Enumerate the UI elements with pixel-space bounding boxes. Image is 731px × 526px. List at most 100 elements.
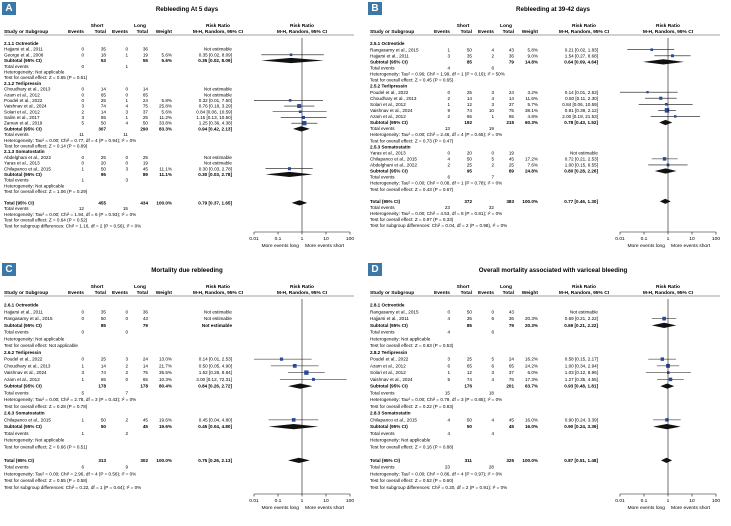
- weight-value: 16.0%: [525, 424, 538, 429]
- effect-square: [666, 371, 670, 374]
- events-exp: 0: [81, 92, 84, 97]
- weight-value: 11.2%: [159, 115, 172, 120]
- events-ctl: 0: [125, 155, 128, 160]
- header-ctl-group: Long: [134, 23, 146, 29]
- total-ctl: 25: [143, 115, 149, 120]
- row-label: Heterogeneity: Not applicable: [370, 438, 431, 443]
- effect-square: [279, 357, 284, 361]
- header-total: Total: [461, 29, 473, 35]
- total-exp: 18: [101, 52, 107, 57]
- total-ctl: 14: [509, 96, 515, 101]
- events-ctl: 4: [125, 121, 128, 126]
- total-ctl: 79: [143, 323, 149, 328]
- row-label: Azam et al., 2012: [370, 363, 406, 368]
- total-ctl: 45: [509, 424, 515, 429]
- events-ctl: 3: [491, 90, 494, 95]
- events-ctl: 3: [125, 178, 128, 183]
- events-ctl: 6: [491, 66, 494, 71]
- events-exp: 4: [447, 66, 450, 71]
- ci-value: Not estimable: [204, 316, 233, 321]
- total-ctl: 45: [143, 166, 149, 171]
- effect-square: [287, 167, 291, 171]
- row-label: Subtotal (95% CI): [4, 172, 42, 177]
- ci-value: 0.91 [0.39, 2.12]: [565, 108, 598, 113]
- axis-right-label: More events short: [305, 505, 345, 511]
- events-ctl: 0: [125, 161, 128, 166]
- x-tick-label: 0.01: [615, 236, 625, 242]
- total-exp: 25: [467, 90, 473, 95]
- events-ctl: 1: [125, 115, 128, 120]
- effect-square: [664, 102, 668, 106]
- row-label: Total events: [370, 126, 395, 131]
- effect-square: [662, 157, 667, 161]
- weight-value: 60.3%: [525, 120, 538, 125]
- row-label: Choudhary et al., 2013: [4, 363, 51, 368]
- total-ctl: 36: [509, 316, 515, 321]
- total-ctl: 50: [143, 121, 149, 126]
- ci-value: 0.69 [0.21, 2.22]: [565, 316, 598, 321]
- ci-value: Not estimable: [204, 47, 233, 52]
- total-ctl: 434: [140, 201, 148, 206]
- events-ctl: 3: [125, 166, 128, 171]
- axis-left-label: More events long: [627, 505, 665, 511]
- total-ctl: 24: [509, 90, 515, 95]
- row-label: Heterogeneity: Not applicable: [4, 183, 65, 188]
- total-exp: 14: [101, 109, 107, 114]
- total-ctl: 43: [143, 316, 149, 321]
- events-ctl: 0: [125, 309, 128, 314]
- total-ctl: 45: [143, 417, 149, 422]
- total-ctl: 36: [509, 53, 515, 58]
- events-exp: 1: [81, 363, 84, 368]
- total-ctl: 24: [143, 98, 149, 103]
- row-label: Test for subgroup differences: Chi² = 0.…: [370, 223, 507, 228]
- events-ctl: 2: [125, 370, 128, 375]
- row-label: 2.6.1 Octreotide: [4, 303, 39, 308]
- header-exp-group: Short: [457, 284, 470, 290]
- events-ctl: 6: [491, 363, 494, 368]
- events-exp: 0: [81, 309, 84, 314]
- ci-value: 0.69 [0.21, 2.22]: [564, 323, 598, 328]
- row-label: Test for overall effect: Z = 0.97 (P = 0…: [370, 217, 454, 222]
- row-label: Choudhary et al., 2013: [4, 87, 51, 92]
- weight-value: 11.1%: [159, 172, 172, 177]
- chart-title: Rebleeding at 39-42 days: [516, 6, 590, 13]
- x-tick-label: 0.1: [641, 498, 648, 504]
- effect-square: [301, 115, 305, 119]
- events-exp: 0: [81, 64, 84, 69]
- ci-value: 3.00 [0.12, 72.31]: [196, 377, 232, 382]
- forest-panel-a: A Rebleeding At 5 days Short Long Risk Rati…: [0, 0, 364, 259]
- total-exp: 65: [467, 363, 473, 368]
- events-exp: 11: [79, 132, 84, 137]
- weight-value: 83.3%: [159, 126, 172, 131]
- events-ctl: 0: [491, 309, 494, 314]
- events-exp: 5: [447, 377, 450, 382]
- ci-value: 0.30 [0.03, 2.78]: [198, 172, 232, 177]
- header-ci-sub: M-H, Random, 95% CI: [193, 29, 244, 35]
- events-ctl: 1: [125, 64, 128, 69]
- ci-value: 0.50 [0.11, 2.30]: [565, 96, 598, 101]
- row-label: Rangasamy et al., 2015: [370, 47, 419, 52]
- effect-square: [288, 99, 292, 102]
- row-label: Chilapanco et al., 2015: [4, 166, 51, 171]
- total-exp: 50: [101, 166, 107, 171]
- weight-value: 13.0%: [159, 357, 172, 362]
- total-ctl: 75: [509, 108, 515, 113]
- total-ctl: 24: [143, 357, 149, 362]
- header-plot-sub: M-H, Random, 95% CI: [277, 29, 328, 35]
- weight-value: 100.0%: [522, 199, 538, 204]
- events-exp: 6: [81, 465, 84, 470]
- header-weight: Weight: [156, 29, 173, 35]
- axis-left-label: More events long: [627, 243, 665, 249]
- total-exp: 50: [101, 121, 107, 126]
- ci-value: 0.80 [0.28, 2.26]: [564, 169, 598, 174]
- total-exp: 20: [467, 150, 473, 155]
- ci-value: 0.78 [0.43, 1.52]: [564, 120, 598, 125]
- header-total: Total: [503, 290, 515, 296]
- weight-value: 25.8%: [159, 104, 172, 109]
- weight-value: 5.6%: [162, 52, 172, 57]
- total-exp: 95: [467, 169, 473, 174]
- events-exp: 0: [81, 155, 84, 160]
- row-label: Heterogeneity: Tau² = 0.00; Chi² = 0.08,…: [370, 181, 502, 186]
- total-ctl: 325: [506, 458, 514, 463]
- header-events: Events: [434, 290, 450, 296]
